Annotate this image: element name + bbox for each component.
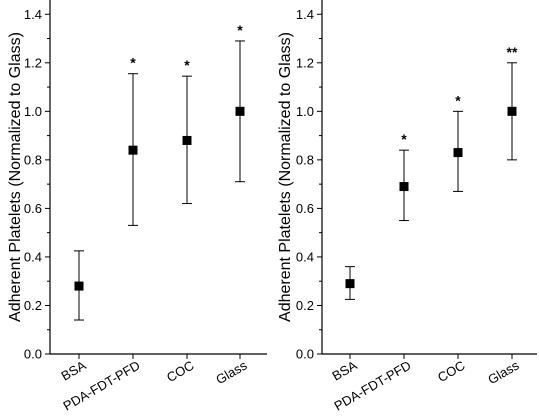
panel-1-category-label: BSA: [58, 357, 88, 383]
panel-1-data-point: [182, 135, 192, 145]
panel-1-y-tick-label: 1.2: [24, 55, 42, 70]
panel-1-significance-marker: *: [184, 57, 190, 73]
panel-2-y-tick-label: 0.4: [296, 249, 314, 264]
panel-1-significance-marker: *: [237, 22, 243, 38]
panel-2-significance-marker: *: [455, 92, 461, 108]
panel-1-y-axis-label: Adherent Platelets (Normalized to Glass): [7, 32, 24, 322]
panel-2-category-label: BSA: [329, 357, 359, 383]
panel-2-data-point: [399, 182, 409, 192]
panel-2-y-axis-label: Adherent Platelets (Normalized to Glass): [277, 32, 294, 322]
panel-2-y-tick-label: 0.2: [296, 298, 314, 313]
panel-1-y-tick-label: 0.4: [24, 249, 42, 264]
panel-2-y-tick-label: 0.6: [296, 201, 314, 216]
panel-1-category-label: Glass: [213, 357, 250, 387]
panel-2-data-point: [507, 106, 517, 116]
panel-1-y-tick-label: 0.8: [24, 152, 42, 167]
panel-1-y-tick-label: 1.0: [24, 104, 42, 119]
panel-1-y-tick-label: 1.4: [24, 7, 42, 22]
panel-2-y-tick-label: 1.2: [296, 55, 314, 70]
panel-1-category-label: COC: [164, 358, 197, 385]
panel-2-significance-marker: *: [401, 131, 407, 147]
panel-2-data-point: [453, 148, 463, 158]
panel-2-category-label: Glass: [485, 357, 522, 387]
panel-2-category-label: COC: [435, 358, 468, 385]
panel-1-y-tick-label: 0.0: [24, 347, 42, 362]
panel-1-data-point: [235, 106, 245, 116]
panel-1-y-tick-label: 0.6: [24, 201, 42, 216]
panel-1-data-point: [74, 281, 84, 291]
panel-1-significance-marker: *: [130, 55, 136, 71]
panel-2-y-tick-label: 0.0: [296, 347, 314, 362]
panel-2-y-tick-label: 1.4: [296, 7, 314, 22]
panel-1-data-point: [128, 145, 138, 155]
panel-2-significance-marker: **: [507, 44, 518, 60]
panel-2-data-point: [345, 279, 355, 289]
panel-2-y-tick-label: 0.8: [296, 152, 314, 167]
panel-1-y-tick-label: 0.2: [24, 298, 42, 313]
panel-2-y-tick-label: 1.0: [296, 104, 314, 119]
